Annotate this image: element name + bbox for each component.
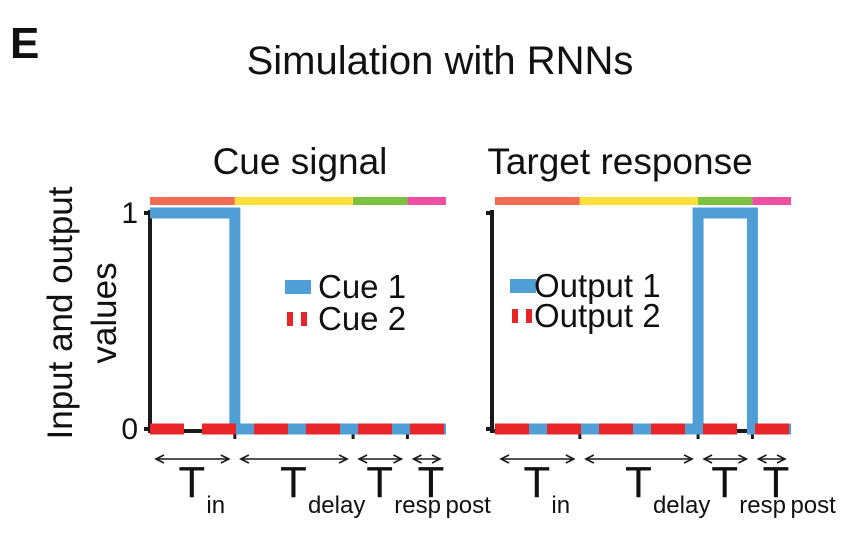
panel-letter: E [10,19,39,68]
y-tick-label: 1 [121,197,138,230]
phase-label-subscript: resp [739,492,786,519]
figure-title: Simulation with RNNs [247,39,634,83]
phase-label: T [366,458,393,507]
phase-arrow-head [584,454,595,464]
legend-swatch [526,309,532,323]
phase-arrow-head [154,454,165,464]
legend-label: Cue 2 [318,300,406,337]
phase-label-subscript: delay [308,492,365,519]
legend-label: Cue 1 [318,268,406,305]
phase-label: T [280,458,307,507]
panel-title: Target response [487,141,752,182]
phase-bar-in [495,197,580,205]
y-axis-label: Input and output values [41,186,124,439]
phase-arrow-head [776,454,787,464]
phase-arrow-head [338,454,349,464]
phase-arrow-head [683,454,694,464]
legend-swatch [510,279,536,293]
phase-bar-in [150,197,235,205]
phase-bar-post [752,197,791,205]
phase-arrow-head [499,454,510,464]
legend-label: Output 2 [534,297,661,334]
legend-swatch [287,312,293,326]
phase-arrow-head [411,454,422,464]
phase-label: T [417,458,444,507]
legend-swatch [512,309,518,323]
phase-arrow-head [738,454,749,464]
phase-label-subscript: in [551,492,570,519]
phase-bar-post [407,197,446,205]
y-tick-label: 0 [121,413,138,446]
y-axis-label-line1: Input and output [41,186,80,439]
phase-label-subscript: resp [394,492,441,519]
phase-arrow-head [565,454,576,464]
phase-label: T [711,458,738,507]
phase-label: T [178,458,205,507]
phase-label-subscript: post [445,492,491,519]
phase-bar-delay [234,197,354,205]
phase-label: T [625,458,652,507]
phase-arrow-head [220,454,231,464]
phase-arrow-head [357,454,368,464]
legend-swatch [285,280,311,294]
phase-bar-delay [579,197,699,205]
panel-title: Cue signal [213,141,388,182]
y-axis-label-line2: values [85,262,124,363]
phase-arrow-head [702,454,713,464]
phase-label: T [523,458,550,507]
phase-arrow-head [431,454,442,464]
series-line-cue-1 [150,207,446,435]
phase-arrow-head [756,454,767,464]
phase-label-subscript: post [790,492,836,519]
phase-arrow-head [393,454,404,464]
phase-label-subscript: in [206,492,225,519]
phase-label-subscript: delay [653,492,710,519]
phase-bar-resp [353,197,408,205]
phase-label: T [762,458,789,507]
phase-bar-resp [698,197,753,205]
legend-swatch [301,312,307,326]
phase-arrow-head [239,454,250,464]
legend-label: Output 1 [534,267,661,304]
